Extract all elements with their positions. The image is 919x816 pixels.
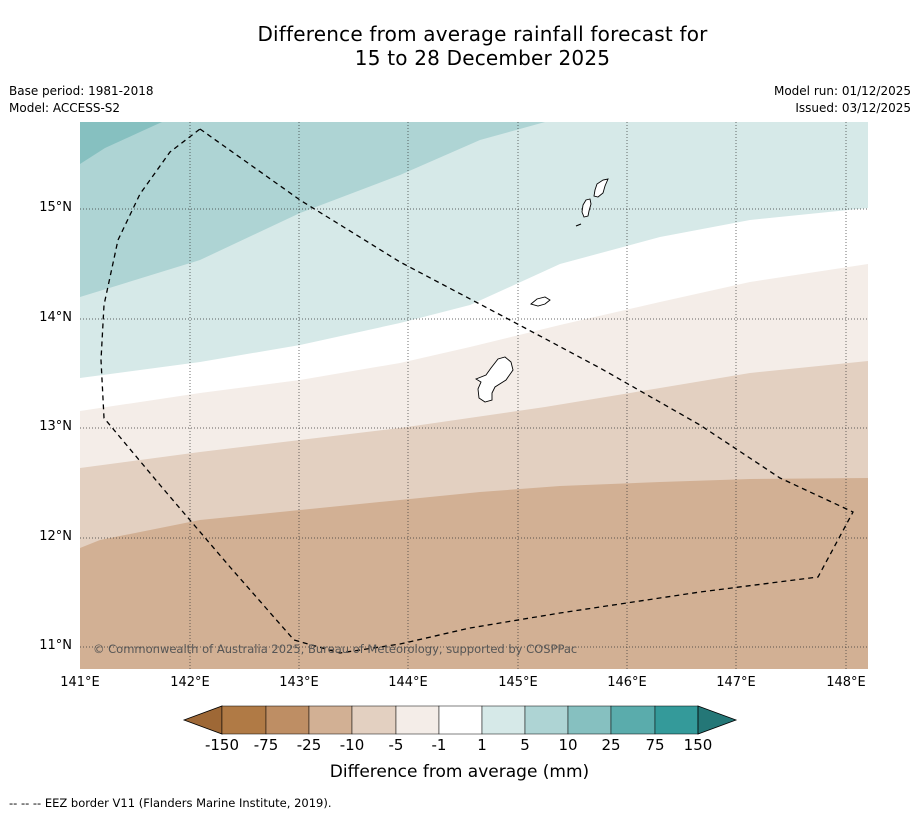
colorbar-cell [395, 705, 440, 735]
colorbar-cell [438, 705, 483, 735]
colorbar-low-arrow [182, 705, 223, 735]
eez-border [100, 128, 854, 654]
meta-left: Base period: 1981-2018 Model: ACCESS-S2 [9, 83, 154, 117]
title-line-1: Difference from average rainfall forecas… [257, 22, 708, 46]
colorbar-cell [221, 705, 267, 735]
graticule [80, 122, 868, 669]
colorbar-cell [308, 705, 353, 735]
chart-title: Difference from average rainfall forecas… [0, 22, 919, 70]
saipan-island-icon [593, 178, 609, 198]
lon-label: 147°E [716, 675, 756, 690]
colorbar [182, 705, 738, 735]
model-name: Model: ACCESS-S2 [9, 101, 121, 115]
lon-label: 146°E [607, 675, 647, 690]
colorbar-label: 1 [477, 736, 487, 754]
colorbar-cell [654, 705, 699, 735]
colorbar-label: -25 [296, 736, 322, 754]
issued-date: Issued: 03/12/2025 [795, 101, 911, 115]
colorbar-label: 5 [520, 736, 530, 754]
title-line-2: 15 to 28 December 2025 [354, 46, 611, 70]
meta-right: Model run: 01/12/2025 Issued: 03/12/2025 [774, 83, 911, 117]
band-10-to-25 [80, 122, 162, 164]
lon-label: 145°E [498, 675, 538, 690]
colorbar-high-arrow [697, 705, 738, 735]
colorbar-label: 150 [683, 736, 713, 754]
rota-island-icon [530, 296, 551, 307]
colorbar-label: -75 [253, 736, 279, 754]
colorbar-label: 10 [558, 736, 578, 754]
lon-label: 142°E [170, 675, 210, 690]
eez-footnote: -- -- -- EEZ border V11 (Flanders Marine… [9, 796, 332, 810]
lat-label: 13°N [39, 419, 72, 434]
tinian-island-icon [581, 198, 592, 218]
lon-label: 148°E [826, 675, 866, 690]
lat-label: 11°N [39, 638, 72, 653]
aguijan-island-icon [575, 223, 582, 227]
colorbar-cell [481, 705, 526, 735]
model-run: Model run: 01/12/2025 [773, 84, 911, 98]
lon-label: 141°E [60, 675, 100, 690]
guam-island-icon [474, 356, 514, 403]
colorbar-label: -10 [339, 736, 365, 754]
colorbar-title: Difference from average (mm) [329, 762, 590, 782]
colorbar-label: -1 [431, 736, 447, 754]
lat-label: 15°N [39, 200, 72, 215]
lon-label: 143°E [279, 675, 319, 690]
colorbar-cell [524, 705, 569, 735]
colorbar-cell [351, 705, 397, 735]
colorbar-label: -5 [388, 736, 404, 754]
colorbar-label: 75 [645, 736, 665, 754]
lat-label: 14°N [39, 310, 72, 325]
map-copyright: © Commonwealth of Australia 2025, Bureau… [93, 642, 578, 656]
rainfall-bands [80, 122, 868, 669]
base-period: Base period: 1981-2018 [9, 84, 154, 98]
colorbar-label: 25 [601, 736, 621, 754]
colorbar-cell [265, 705, 310, 735]
band-5-to-10 [80, 122, 545, 297]
colorbar-cell [567, 705, 612, 735]
colorbar-cell [610, 705, 656, 735]
colorbar-label: -150 [204, 736, 240, 754]
lon-label: 144°E [388, 675, 428, 690]
lat-label: 12°N [39, 529, 72, 544]
